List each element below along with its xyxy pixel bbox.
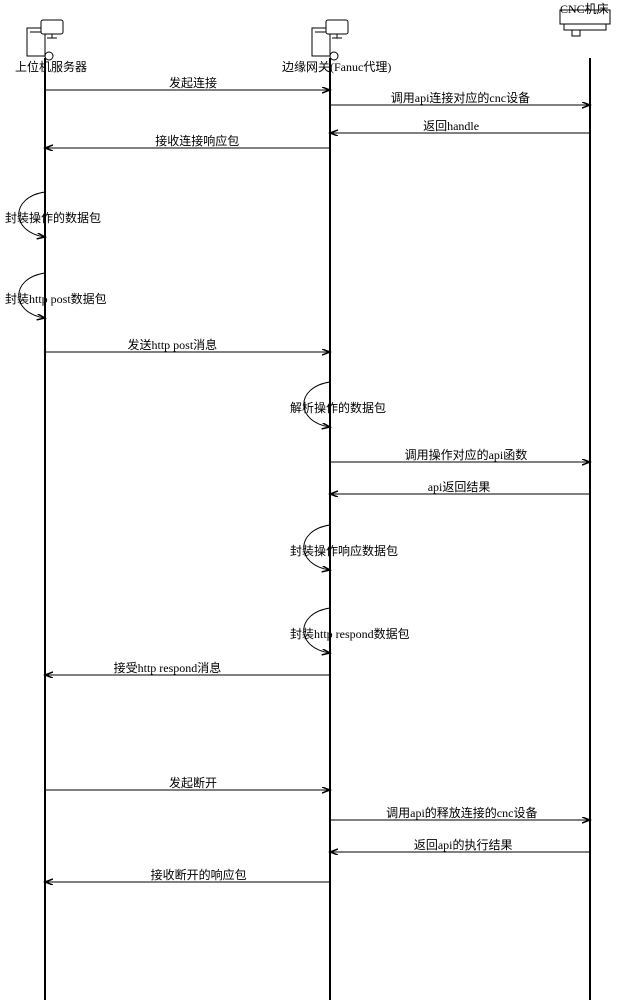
msg-8: 调用操作对应的api函数 [405, 446, 528, 463]
msg-12: 接受http respond消息 [114, 659, 222, 676]
msg-0: 发起连接 [169, 74, 217, 91]
msg-1: 调用api连接对应的cnc设备 [391, 89, 530, 106]
self-msg-5: 封装http post数据包 [5, 290, 107, 307]
actor-label-a: 上位机服务器 [15, 58, 87, 75]
msg-15: 返回api的执行结果 [414, 836, 513, 853]
msg-3: 接收连接响应包 [155, 132, 239, 149]
self-msg-7: 解析操作的数据包 [290, 399, 386, 416]
self-msg-11: 封装http respond数据包 [290, 625, 410, 642]
msg-6: 发送http post消息 [128, 336, 218, 353]
msg-9: api返回结果 [428, 478, 491, 495]
self-msg-4: 封装操作的数据包 [5, 209, 101, 226]
msg-16: 接收断开的响应包 [151, 866, 247, 883]
msg-14: 调用api的释放连接的cnc设备 [386, 804, 537, 821]
actor-label-b: 边缘网关(Fanuc代理) [282, 58, 391, 75]
self-msg-10: 封装操作响应数据包 [290, 542, 398, 559]
msg-13: 发起断开 [169, 774, 217, 791]
msg-2: 返回handle [423, 117, 479, 134]
actor-label-c: CNC机床 [560, 0, 609, 17]
